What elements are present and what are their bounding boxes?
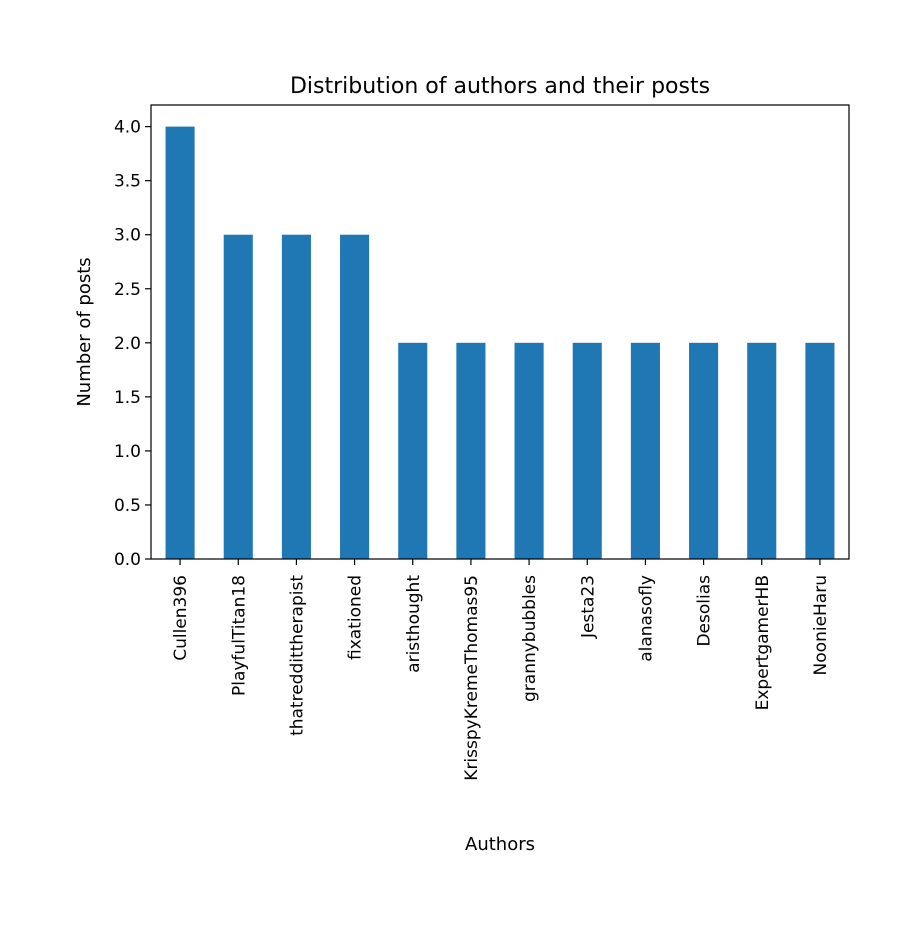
plot-frame [150, 104, 850, 560]
y-tick-label: 1.0 [114, 442, 141, 462]
x-tick-label: PlayfulTitan18 [229, 575, 249, 696]
x-tick-label: thatreddittherapist [287, 575, 307, 736]
x-tick-label: aristhought [404, 575, 424, 673]
x-axis-label: Authors [465, 834, 535, 855]
bar-ExpertgamerHB [747, 342, 777, 559]
x-tick-label: Cullen396 [171, 575, 191, 661]
bar-NoonieHaru [805, 342, 835, 559]
x-tick-label: Desolias [695, 575, 715, 647]
bar-fixationed [340, 234, 370, 559]
bar-thatreddittherapist [281, 234, 311, 559]
x-tick-label: NoonieHaru [811, 575, 831, 675]
x-axis: Cullen396 PlayfulTitan18 thatreddittherapi… [171, 559, 831, 781]
y-tick-label: 2.0 [114, 334, 141, 354]
y-tick-label: 0.5 [114, 496, 141, 516]
bar-aristhought [398, 342, 428, 559]
bar-alanasofly [630, 342, 660, 559]
y-tick-label: 3.5 [114, 172, 141, 192]
x-tick-label: fixationed [346, 575, 366, 660]
y-axis: 0.0 0.5 1.0 1.5 2.0 2.5 3.0 3.5 4.0 [114, 118, 151, 570]
x-tick-label: grannybubbles [520, 575, 540, 702]
bar-Jesta23 [572, 342, 602, 559]
y-axis-label: Number of posts [74, 257, 95, 406]
bar-Cullen396 [165, 126, 195, 559]
y-tick-label: 3.0 [114, 226, 141, 246]
bar-grannybubbles [514, 342, 544, 559]
chart-title: Distribution of authors and their posts [290, 74, 710, 99]
x-tick-label: Jesta23 [578, 575, 598, 639]
y-tick-label: 2.5 [114, 280, 141, 300]
bars [165, 126, 835, 559]
bar-Desolias [689, 342, 719, 559]
y-tick-label: 0.0 [114, 550, 141, 570]
bar-KrisspyKremeThomas95 [456, 342, 486, 559]
x-tick-label: KrisspyKremeThomas95 [462, 575, 482, 781]
y-tick-label: 4.0 [114, 118, 141, 138]
y-tick-label: 1.5 [114, 388, 141, 408]
x-tick-label: ExpertgamerHB [753, 575, 773, 710]
bar-PlayfulTitan18 [223, 234, 253, 559]
x-tick-label: alanasofly [636, 575, 656, 662]
